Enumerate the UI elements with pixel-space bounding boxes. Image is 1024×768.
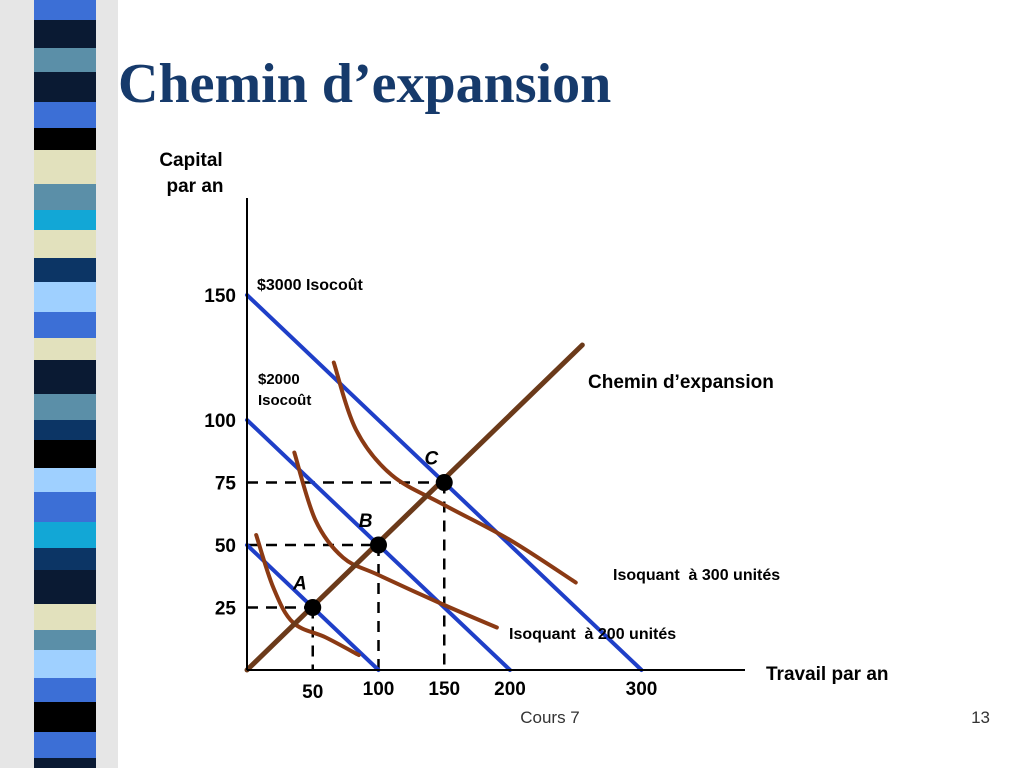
equilibrium-points: A B C <box>292 449 453 616</box>
slide-title: Chemin d’expansion <box>118 53 612 115</box>
stripe-block <box>34 492 96 522</box>
isoquant-300-label: Isoquant à 300 unités <box>613 567 780 584</box>
stripe-block <box>34 678 96 702</box>
y-tick-label: 25 <box>215 599 237 620</box>
decorative-stripe <box>0 0 118 768</box>
stripe-block <box>34 522 96 548</box>
x-tick-label: 150 <box>428 679 460 700</box>
x-tick-label: 300 <box>626 679 658 700</box>
stripe-block <box>34 102 96 128</box>
stripe-block <box>34 758 96 768</box>
stripe-block <box>34 338 96 360</box>
stripe-block <box>34 210 96 230</box>
isoquant-curve <box>292 450 499 630</box>
y-tick-label: 150 <box>204 286 236 307</box>
stripe-block <box>34 604 96 630</box>
stripe-block <box>34 128 96 150</box>
stripe-block <box>34 468 96 492</box>
stripe-block <box>34 732 96 758</box>
stripe-block <box>34 20 96 48</box>
stripe-block <box>34 48 96 72</box>
expansion-path <box>244 342 585 673</box>
isocost-3000-label: $3000 Isocoût <box>257 277 364 294</box>
x-axis-label: Travail par an <box>766 664 889 685</box>
stripe-block <box>34 630 96 650</box>
isoquant-curve <box>331 360 578 585</box>
point-label: C <box>425 449 439 470</box>
x-tick-label: 100 <box>363 679 395 700</box>
stripe-block <box>34 0 96 20</box>
stripe-block <box>34 548 96 570</box>
stripe-block <box>34 360 96 394</box>
y-tick-label: 100 <box>204 411 236 432</box>
stripe-block <box>34 650 96 678</box>
point-a <box>304 599 322 616</box>
x-tick-label: 50 <box>302 682 323 703</box>
y-tick-label: 75 <box>215 474 237 495</box>
isoquant-200-label: Isoquant à 200 unités <box>509 626 676 643</box>
stripe-block <box>34 570 96 604</box>
stripe-block <box>34 702 96 732</box>
point-c <box>435 474 453 491</box>
stripe-block <box>34 150 96 184</box>
stripe-blocks <box>34 0 96 768</box>
stripe-block <box>34 440 96 468</box>
stripe-block <box>34 72 96 102</box>
point-label: A <box>292 574 307 595</box>
tick-labels: 25 50 75 100 150 50 100 150 200 300 <box>204 286 657 703</box>
point-label: B <box>359 511 373 532</box>
footer-course: Cours 7 <box>520 708 580 727</box>
page-number: 13 <box>971 708 990 727</box>
stripe-block <box>34 184 96 210</box>
y-tick-label: 50 <box>215 536 236 557</box>
stripe-block <box>34 282 96 312</box>
y-axis-label-line-1: Capital <box>159 150 222 171</box>
stripe-block <box>34 394 96 420</box>
x-tick-label: 200 <box>494 679 526 700</box>
stripe-block <box>34 312 96 338</box>
stripe-block <box>34 420 96 440</box>
y-axis-label-line-2: par an <box>166 176 223 197</box>
expansion-path-line <box>244 342 585 673</box>
isocost-2000-label-line-2: Isocoût <box>258 392 311 409</box>
isocost-2000-label-line-1: $2000 <box>258 371 300 388</box>
point-b <box>370 536 387 554</box>
stripe-block <box>34 258 96 282</box>
guide-lines <box>247 481 446 670</box>
expansion-path-label: Chemin d’expansion <box>588 372 774 393</box>
stripe-block <box>34 230 96 258</box>
